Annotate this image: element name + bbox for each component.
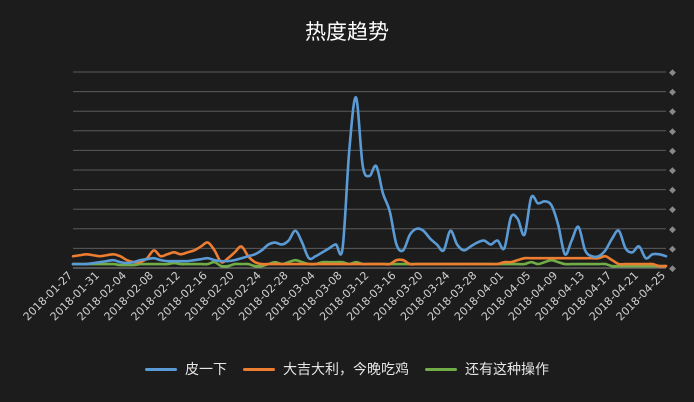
gridline-end-marker: ◆ (669, 264, 676, 274)
gridline-end-marker: ◆ (669, 107, 676, 117)
gridline-end-marker: ◆ (669, 225, 676, 235)
legend-swatch (425, 367, 457, 371)
gridline-end-marker: ◆ (669, 166, 676, 176)
legend-label: 还有这种操作 (465, 362, 549, 378)
legend-label: 皮一下 (185, 362, 227, 378)
gridline-end-marker: ◆ (669, 205, 676, 215)
gridline-end-marker: ◆ (669, 146, 676, 156)
legend-swatch (243, 367, 275, 371)
gridline-end-marker: ◆ (669, 127, 676, 137)
grid-layer: ◆ ◆ ◆ ◆ ◆ ◆ ◆ ◆ ◆ ◆ ◆ (73, 68, 676, 274)
chart-title: 热度趋势 (305, 20, 389, 44)
legend-item-2: 还有这种操作 (425, 359, 549, 379)
gridline-end-marker: ◆ (669, 68, 676, 78)
gridline-end-marker: ◆ (669, 88, 676, 98)
legend-label: 大吉大利，今晚吃鸡 (283, 362, 409, 378)
legend: 皮一下 大吉大利，今晚吃鸡 还有这种操作 (0, 359, 694, 379)
gridline-end-marker: ◆ (669, 186, 676, 196)
series-line-0 (71, 96, 668, 266)
gridline-end-marker: ◆ (669, 244, 676, 254)
legend-item-0: 皮一下 (145, 359, 227, 379)
series-line-1 (71, 241, 668, 268)
legend-swatch (145, 367, 177, 371)
series-layer (71, 96, 668, 268)
x-axis-labels: 2018-01-272018-01-312018-02-042018-02-08… (21, 269, 668, 323)
legend-item-1: 大吉大利，今晚吃鸡 (243, 359, 409, 379)
